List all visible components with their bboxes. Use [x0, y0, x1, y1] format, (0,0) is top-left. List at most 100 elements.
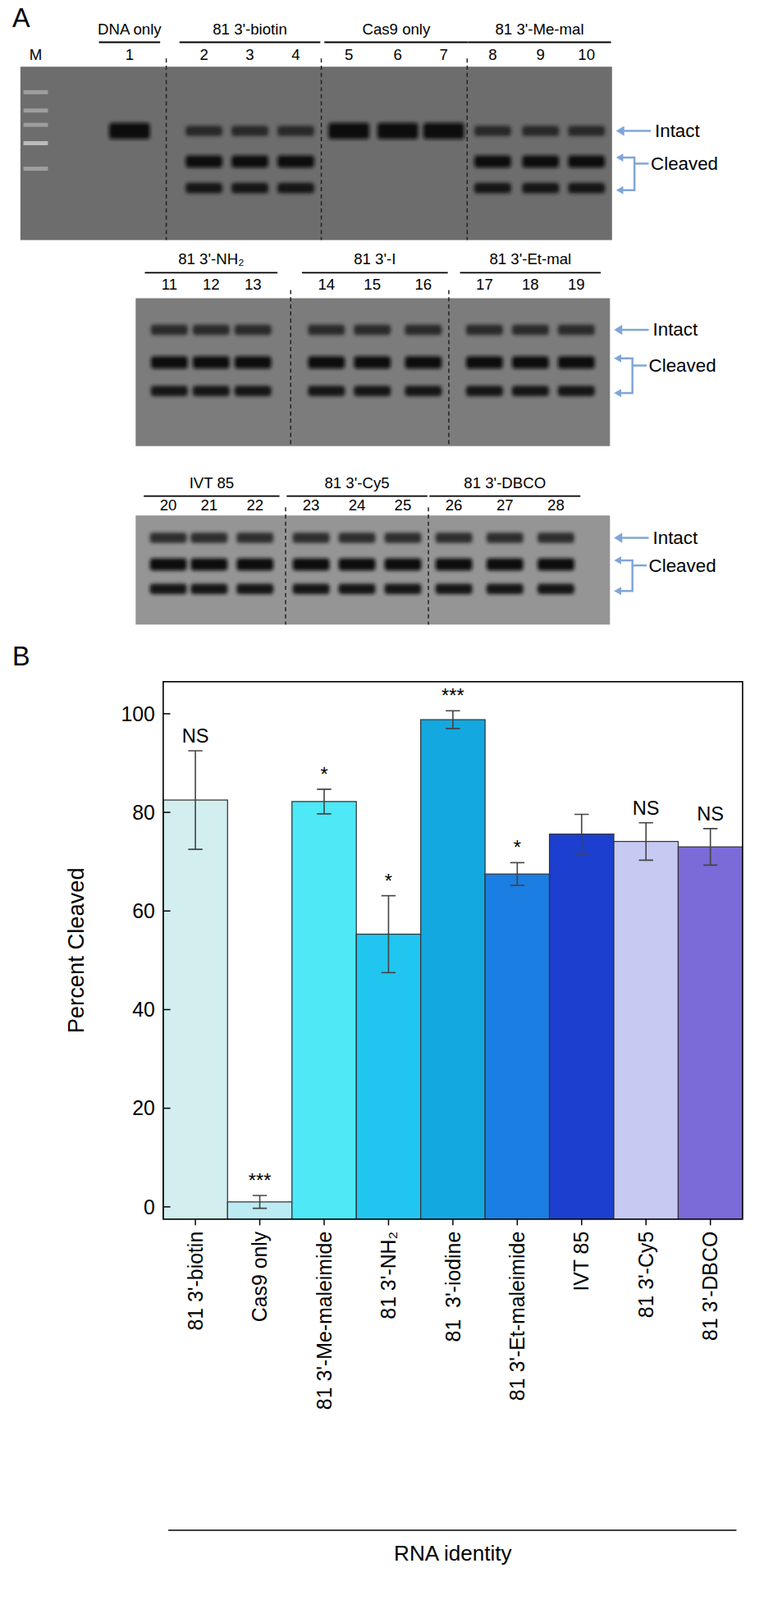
- marker-band: [23, 141, 49, 146]
- cleaved-band: [384, 558, 422, 571]
- cleaved-arrowhead: [616, 153, 624, 162]
- lane-number: 10: [577, 45, 595, 64]
- x-axis-label: RNA identity: [393, 1541, 513, 1566]
- x-tick-label: 81 3'-Et-maleimide: [506, 1231, 529, 1401]
- lane-number: 6: [393, 45, 403, 64]
- cleaved-band: [277, 155, 315, 168]
- x-tick: [645, 1219, 646, 1226]
- intact-band: [307, 324, 345, 335]
- lane-separator: [290, 290, 292, 447]
- cleaved-band: [234, 385, 272, 396]
- cleaved-band: [292, 558, 330, 571]
- lane-number: 19: [567, 276, 586, 294]
- gel-row: IVT 8520212281 3'-Cy523242581 3'-DBCO262…: [135, 474, 716, 626]
- cleaved-band: [521, 155, 559, 168]
- lane-number: 15: [363, 276, 381, 294]
- y-tick-label: 80: [132, 801, 156, 824]
- bar: [677, 846, 742, 1220]
- x-axis-group-line: [168, 1529, 737, 1531]
- significance-label: *: [384, 870, 393, 893]
- cleaved-band: [486, 558, 524, 571]
- intact-band: [512, 324, 549, 335]
- marker-band: [23, 123, 49, 128]
- cleaved-band: [466, 356, 504, 369]
- cleaved-band: [190, 558, 228, 571]
- lane-number: 4: [291, 45, 300, 64]
- y-tick: [163, 1009, 171, 1011]
- significance-label: *: [513, 837, 522, 859]
- cleaved-band: [384, 583, 422, 594]
- lane-number: 20: [160, 496, 178, 514]
- lane-number: 17: [475, 276, 494, 294]
- cleaved-band: [150, 385, 188, 396]
- cleaved-band: [474, 182, 512, 193]
- cleaved-pointer: [634, 162, 649, 165]
- group-title: 81 3'-Cy5: [324, 474, 389, 492]
- bars: [163, 710, 743, 1220]
- cleaved-band: [231, 182, 269, 193]
- cleaved-band: [292, 583, 330, 594]
- lane-number: 9: [536, 45, 545, 64]
- cleaved-arrowhead: [613, 354, 622, 363]
- lane-number: 24: [348, 496, 366, 514]
- lane-separator: [165, 58, 167, 240]
- x-tick: [516, 1219, 518, 1226]
- intact-band: [328, 123, 370, 140]
- cleaved-band: [521, 182, 559, 193]
- group-underline: [301, 271, 449, 274]
- intact-band: [231, 125, 269, 136]
- cleaved-arrowhead: [616, 186, 624, 195]
- significance-label: ***: [248, 1170, 272, 1192]
- error-bar: [316, 789, 331, 815]
- lane-number: 28: [547, 496, 565, 514]
- x-tick-label: Cas9 only: [248, 1230, 271, 1323]
- intact-band: [558, 324, 595, 335]
- cleaved-band: [474, 155, 512, 168]
- x-tick-label: 81 3'-DBCO: [699, 1231, 722, 1341]
- cleaved-band: [567, 155, 605, 168]
- intact-band: [150, 532, 188, 543]
- cleaved-label: Cleaved: [649, 355, 717, 376]
- lane-separator: [427, 507, 429, 625]
- intact-band: [537, 532, 575, 543]
- cleaved-label: Cleaved: [650, 153, 719, 174]
- error-bar: [187, 750, 202, 850]
- group-title: 81 3'-DBCO: [463, 474, 546, 492]
- intact-band: [234, 324, 272, 335]
- group-title: DNA only: [97, 20, 162, 38]
- cleaved-band: [466, 385, 504, 396]
- error-bar: [639, 823, 654, 861]
- marker-band: [23, 90, 49, 95]
- significance-label: NS: [696, 803, 724, 825]
- gel-row: MDNA only181 3'-biotin234Cas9 only56781 …: [20, 20, 719, 241]
- y-tick: [163, 910, 171, 912]
- cleaved-band: [277, 182, 315, 193]
- lane-number: 2: [199, 45, 208, 64]
- lane-number: 11: [161, 276, 178, 294]
- x-tick-label: 81 3'-NH₂: [377, 1231, 400, 1320]
- lane-number: 27: [496, 496, 514, 514]
- group-underline: [468, 41, 612, 44]
- y-tick-label: 100: [120, 703, 155, 726]
- group-title: IVT 85: [189, 474, 235, 492]
- cleaved-band: [486, 583, 524, 594]
- marker-band: [23, 108, 49, 113]
- intact-band: [150, 324, 188, 335]
- error-bar: [252, 1195, 267, 1209]
- lane-number: 16: [414, 276, 432, 294]
- significance-label: *: [320, 764, 328, 786]
- x-tick: [709, 1219, 711, 1226]
- error-bar: [574, 814, 589, 854]
- intact-arrowhead: [613, 532, 623, 543]
- cleaved-bracket: [617, 560, 632, 591]
- x-tick: [388, 1219, 389, 1226]
- error-bar: [445, 710, 460, 729]
- lane-number: 12: [202, 276, 220, 294]
- intact-band: [377, 123, 419, 140]
- cleaved-band: [231, 155, 269, 168]
- bar: [163, 800, 228, 1220]
- lane-number: 14: [317, 276, 335, 294]
- intact-band: [521, 125, 559, 136]
- y-axis-label: Percent Cleaved: [63, 867, 89, 1034]
- intact-label: Intact: [653, 319, 699, 340]
